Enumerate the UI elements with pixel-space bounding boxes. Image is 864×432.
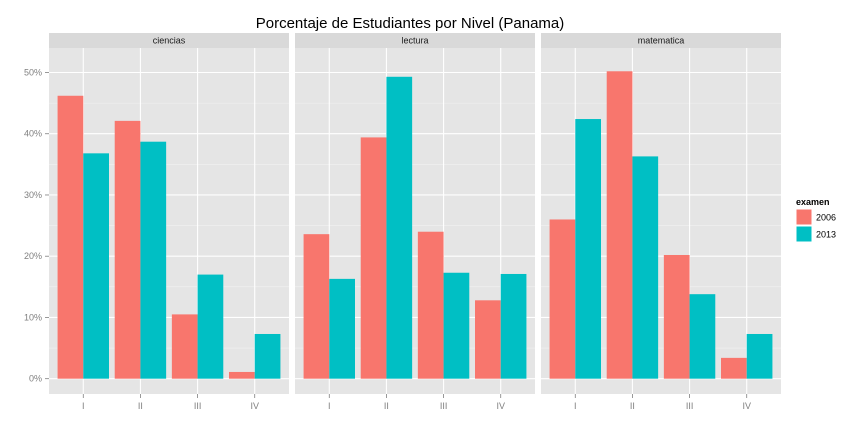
x-tick-label: IV xyxy=(250,401,259,411)
x-tick-label: I xyxy=(82,401,85,411)
bar-2006 xyxy=(114,120,141,379)
legend-label: 2013 xyxy=(816,230,836,240)
legend-label: 2006 xyxy=(816,213,836,223)
bar-2013 xyxy=(254,333,281,379)
bar-2013 xyxy=(500,273,527,379)
bar-2013 xyxy=(575,119,601,379)
bar-2013 xyxy=(329,278,355,379)
x-tick-label: II xyxy=(630,401,635,411)
legend-swatch xyxy=(796,226,812,242)
bar-2013 xyxy=(632,156,659,379)
legend-title: examen xyxy=(796,197,830,207)
bar-2006 xyxy=(171,314,198,379)
bar-2013 xyxy=(140,141,167,379)
facet-strip xyxy=(295,33,535,48)
legend-swatch xyxy=(796,209,812,225)
bar-2006 xyxy=(721,357,747,379)
x-tick-label: I xyxy=(328,401,331,411)
legend: examen 2006 2013 xyxy=(795,197,836,243)
bar-2013 xyxy=(443,272,470,379)
facet-strip-label: matematica xyxy=(638,36,685,46)
bar-2006 xyxy=(606,71,633,379)
facet-strip-label: lectura xyxy=(401,36,428,46)
facet-strip xyxy=(49,33,289,48)
x-tick-label: III xyxy=(440,401,448,411)
y-tick-label: 50% xyxy=(24,67,42,77)
chart-title: Porcentaje de Estudiantes por Nivel (Pan… xyxy=(256,15,565,32)
bar-2006 xyxy=(360,137,387,379)
bar-2006 xyxy=(549,219,576,379)
bar-2013 xyxy=(386,76,413,379)
y-tick-label: 30% xyxy=(24,190,42,200)
bar-2013 xyxy=(197,274,224,379)
facet-strip xyxy=(541,33,781,48)
y-tick-label: 10% xyxy=(24,312,42,322)
facet-strip-label: ciencias xyxy=(153,36,186,46)
x-tick-label: I xyxy=(574,401,577,411)
bar-2006 xyxy=(475,300,501,379)
x-tick-label: II xyxy=(384,401,389,411)
bar-2006 xyxy=(663,254,690,379)
bar-2013 xyxy=(83,153,109,379)
bar-2006 xyxy=(303,234,330,379)
y-tick-label: 40% xyxy=(24,129,42,139)
x-tick-label: III xyxy=(686,401,694,411)
x-tick-label: II xyxy=(138,401,143,411)
y-tick-label: 20% xyxy=(24,251,42,261)
bar-2006 xyxy=(57,95,84,379)
x-tick-label: IV xyxy=(496,401,505,411)
x-tick-label: IV xyxy=(742,401,751,411)
x-tick-label: III xyxy=(194,401,202,411)
y-tick-label: 0% xyxy=(29,374,42,384)
y-axis: 0% 10% 20% 30% 40% 50% xyxy=(24,67,49,384)
bar-2013 xyxy=(746,333,773,379)
bar-2006 xyxy=(229,371,255,379)
bar-2013 xyxy=(689,294,716,379)
bar-2006 xyxy=(417,231,444,379)
